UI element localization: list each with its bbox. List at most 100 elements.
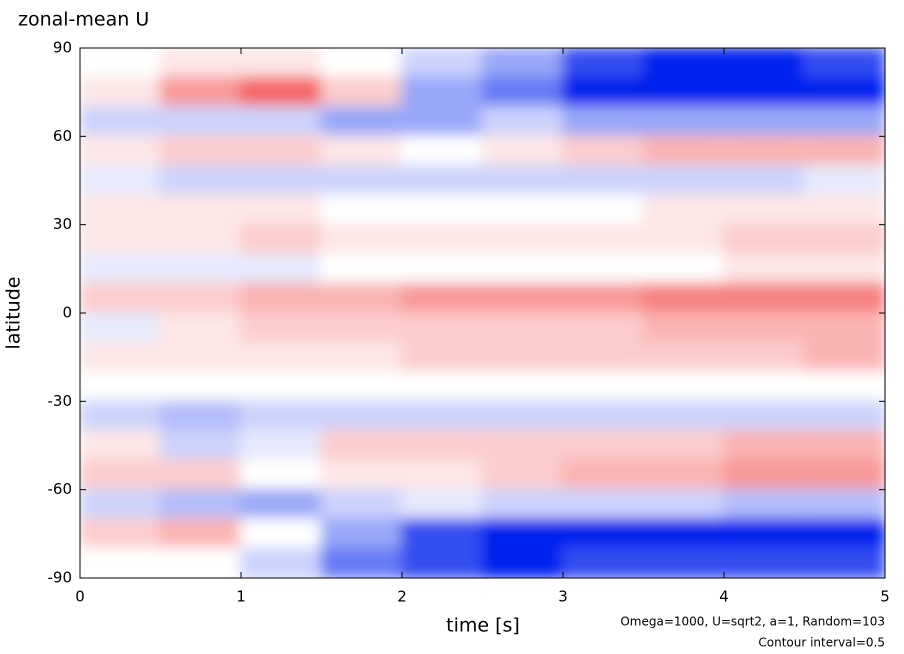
cell (803, 135, 885, 167)
y-tick-label: -30 (48, 392, 73, 410)
cell (562, 547, 645, 578)
cell (320, 459, 403, 491)
cell (320, 518, 403, 550)
cell (240, 547, 323, 578)
cell (723, 164, 806, 197)
cell (723, 459, 806, 491)
cell (803, 48, 885, 79)
cell (803, 370, 885, 403)
cell (481, 194, 564, 226)
cell (320, 194, 403, 226)
cell (240, 223, 323, 256)
field-cells (80, 48, 885, 578)
cell (642, 488, 725, 521)
cell (642, 135, 725, 167)
cell (320, 429, 403, 462)
cell (803, 400, 885, 432)
cell (80, 105, 162, 138)
x-axis-label: time [s] (446, 615, 520, 637)
field (80, 48, 885, 578)
cell (240, 253, 323, 285)
cell (562, 518, 645, 550)
cell (642, 312, 725, 344)
cell (562, 488, 645, 521)
cell (642, 194, 725, 226)
cell (723, 76, 806, 108)
cell (803, 76, 885, 108)
cell (723, 105, 806, 138)
cell (80, 48, 162, 79)
cell (481, 518, 564, 550)
cell (320, 341, 403, 373)
cell (562, 282, 645, 314)
cell (80, 518, 162, 550)
cell (80, 253, 162, 285)
cell (240, 164, 323, 197)
cell (723, 223, 806, 256)
cell (723, 488, 806, 521)
x-tick-label: 3 (558, 588, 568, 606)
cell (80, 370, 162, 403)
cell (80, 312, 162, 344)
cell (562, 135, 645, 167)
cell (723, 429, 806, 462)
cell (80, 194, 162, 226)
cell (401, 488, 484, 521)
cell (803, 547, 885, 578)
cell (481, 135, 564, 167)
cell (320, 76, 403, 108)
cell (803, 164, 885, 197)
cell (320, 223, 403, 256)
cell (642, 105, 725, 138)
cell (723, 312, 806, 344)
cell (562, 341, 645, 373)
cell (159, 370, 242, 403)
cell (240, 518, 323, 550)
cell (240, 76, 323, 108)
cell (401, 76, 484, 108)
cell (320, 48, 403, 79)
cell (642, 164, 725, 197)
cell (642, 429, 725, 462)
cell (642, 459, 725, 491)
cell (481, 253, 564, 285)
cell (642, 370, 725, 403)
cell (723, 135, 806, 167)
cell (562, 48, 645, 79)
cell (240, 459, 323, 491)
cell (401, 400, 484, 432)
cell (240, 312, 323, 344)
cell (240, 341, 323, 373)
chart-title: zonal-mean U (18, 9, 149, 31)
cell (723, 194, 806, 226)
cell (401, 312, 484, 344)
cell (481, 48, 564, 79)
cell (80, 282, 162, 314)
cell (803, 194, 885, 226)
cell (80, 341, 162, 373)
y-axis-label: latitude (3, 277, 25, 350)
cell (80, 547, 162, 578)
cell (80, 459, 162, 491)
cell (240, 194, 323, 226)
cell (159, 48, 242, 79)
cell (320, 312, 403, 344)
cell (320, 547, 403, 578)
cell (723, 518, 806, 550)
cell (401, 459, 484, 491)
cell (562, 164, 645, 197)
cell (240, 488, 323, 521)
cell (562, 459, 645, 491)
cell (401, 429, 484, 462)
cell (159, 253, 242, 285)
cell (481, 459, 564, 491)
cell (803, 253, 885, 285)
cell (803, 488, 885, 521)
cell (642, 76, 725, 108)
cell (723, 282, 806, 314)
cell (80, 400, 162, 432)
cell (401, 370, 484, 403)
cell (320, 282, 403, 314)
cell (159, 429, 242, 462)
